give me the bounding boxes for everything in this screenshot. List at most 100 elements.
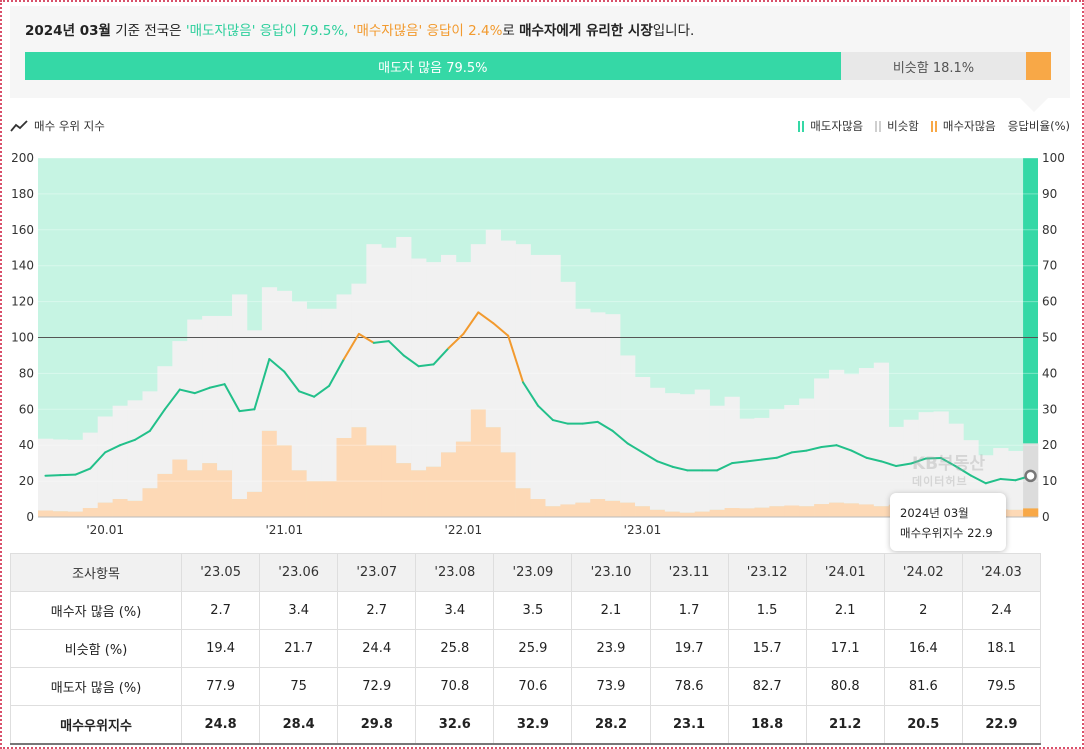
table-row: 비슷함 (%) 19.4 21.7 24.4 25.8 25.9 23.9 19.7 15.7 1… <box>9 629 1042 668</box>
table-cell: 19.4 <box>181 629 261 668</box>
legend-index[interactable]: 매수 우위 지수 <box>10 118 105 134</box>
table-cell: 20.5 <box>883 705 963 745</box>
index-line-segment <box>357 332 375 344</box>
same-column <box>127 400 143 501</box>
index-last-point <box>1024 469 1037 483</box>
x-tick-label: '23.01 <box>624 523 662 537</box>
same-column <box>858 368 875 505</box>
y-right-tick-label: 10 <box>1042 474 1057 488</box>
table-header-label: 조사항목 <box>9 553 183 592</box>
watermark: KB부동산 데이터허브 <box>912 455 985 491</box>
x-tick-label: '21.01 <box>265 523 303 537</box>
buy-column <box>97 502 113 517</box>
buy-column <box>470 409 487 517</box>
index-line-segment <box>44 474 62 477</box>
table-col-header: '24.01 <box>805 553 885 592</box>
tooltip-date: 2024년 03월 <box>900 506 969 520</box>
index-line-segment <box>507 334 525 384</box>
y-left-tick-label: 100 <box>11 331 34 345</box>
headline-mid: 로 <box>502 23 515 39</box>
table-cell: 22.9 <box>961 705 1042 745</box>
table-cell: 2.7 <box>337 591 417 630</box>
table-cell: 23.9 <box>571 629 651 668</box>
index-line-segment <box>999 477 1017 482</box>
same-column <box>411 258 427 471</box>
table-row: 매수우위지수 24.8 28.4 29.8 32.6 32.9 28.2 23.1 18.8 21… <box>9 705 1042 745</box>
same-column <box>366 244 382 446</box>
table-cell: 24.8 <box>181 705 261 745</box>
table-cell: 75 <box>259 667 339 706</box>
index-line-segment <box>104 444 122 454</box>
same-column <box>276 290 293 446</box>
same-column <box>470 244 487 410</box>
buy-column <box>321 481 337 517</box>
buy-column <box>351 427 367 517</box>
legend-sell[interactable]: 매도자많음 <box>798 118 863 134</box>
buy-column <box>142 488 158 517</box>
index-line-segment <box>984 477 1002 485</box>
y-right-tick-label: 100 <box>1042 151 1065 165</box>
table-cell: 28.4 <box>259 705 339 745</box>
same-column <box>396 236 412 464</box>
same-column <box>336 294 352 439</box>
index-line-segment <box>850 449 868 459</box>
index-line-segment <box>148 408 166 432</box>
index-line-segment <box>805 445 823 452</box>
same-column <box>440 254 457 453</box>
legend-buy-label: 매수자많음 <box>942 119 996 133</box>
table-cell: 3.5 <box>493 591 573 630</box>
buy-column <box>396 463 412 517</box>
index-line-segment <box>656 460 674 468</box>
legend-ratio-label: 응답비율(%) <box>1007 119 1070 133</box>
same-column <box>590 312 606 500</box>
buy-column <box>1008 509 1024 517</box>
buy-column <box>232 499 248 517</box>
buy-column <box>575 502 591 517</box>
buy-column <box>545 506 561 517</box>
same-column <box>873 362 890 507</box>
table-cell: 1.5 <box>727 591 807 630</box>
index-line-segment <box>790 449 808 454</box>
buy-column <box>381 445 397 517</box>
buy-column <box>739 508 755 517</box>
buyer-advantage-chart[interactable]: 0 20 40 60 80 100 120 140 160 180 200 0 10 20 30 40 50 60… <box>0 145 1084 545</box>
y-right-tick-label: 60 <box>1042 295 1057 309</box>
same-column <box>620 355 636 503</box>
bar-same-icon <box>875 120 882 132</box>
buy-column <box>754 507 770 517</box>
y-right-tick-label: 40 <box>1042 366 1057 380</box>
index-line-segment <box>641 451 659 463</box>
y-left-tick-label: 60 <box>19 402 34 416</box>
buy-column <box>291 470 307 517</box>
same-column <box>709 405 725 510</box>
index-line-segment <box>238 408 256 413</box>
index-line-segment <box>880 460 898 468</box>
ratio-segment-buy <box>1026 52 1051 80</box>
buy-column <box>440 452 457 517</box>
table-row-label: 매수우위지수 <box>9 705 183 745</box>
buy-column <box>560 504 576 517</box>
buy-column <box>67 511 84 517</box>
index-line-segment <box>551 419 569 425</box>
table-cell: 32.6 <box>415 705 495 745</box>
legend-same[interactable]: 비슷함 <box>875 118 919 134</box>
same-column <box>82 432 99 509</box>
y-left-tick-label: 120 <box>11 295 34 309</box>
index-line-segment <box>910 457 928 465</box>
y-right-tick-label: 70 <box>1042 259 1057 273</box>
buy-column <box>530 499 546 517</box>
legend-buy[interactable]: 매수자많음 <box>930 118 996 134</box>
same-column <box>843 374 860 504</box>
buy-column <box>679 512 696 517</box>
table-col-header: '23.08 <box>415 553 495 592</box>
buy-column <box>873 506 890 517</box>
same-column <box>530 254 546 500</box>
table-row: 매도자 많음 (%) 77.9 75 72.9 70.8 70.6 73.9 78.6 82.7… <box>9 667 1042 706</box>
index-line-segment <box>731 460 748 465</box>
table-row-label: 매수자 많음 (%) <box>9 591 183 630</box>
index-line-segment <box>402 354 420 368</box>
table-cell: 78.6 <box>649 667 729 706</box>
index-line-segment <box>745 458 763 463</box>
y-left-tick-label: 160 <box>11 223 34 237</box>
